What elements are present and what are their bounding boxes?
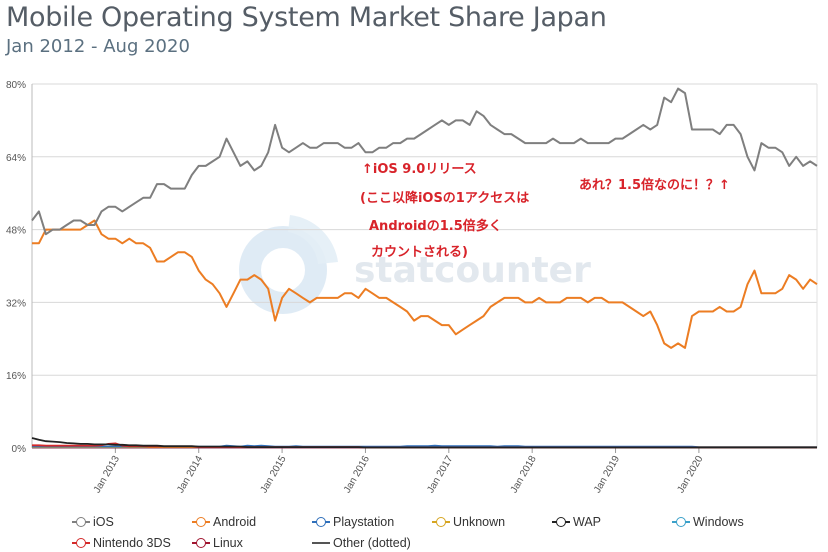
legend-marker-icon: [432, 513, 450, 531]
chart-annotations: ↑iOS 9.0リリース (ここ以降iOSの1アクセスは Androidの1.5倍多…: [360, 162, 730, 260]
legend-label: WAP: [573, 515, 602, 529]
legend-label: Other (dotted): [333, 536, 411, 550]
annotation-1-5x-note: あれ？1.5倍なのに！？↑: [579, 177, 730, 193]
annotation-ios9-line: ↑iOS 9.0リリース: [362, 162, 477, 177]
watermark-logo-ring: [239, 226, 327, 314]
legend-item-windows[interactable]: Windows: [672, 513, 744, 531]
legend-marker-icon: [312, 534, 330, 552]
legend-marker-icon: [312, 513, 330, 531]
x-tick-label: Jan 2013: [92, 454, 122, 496]
legend-item-unknown[interactable]: Unknown: [432, 513, 505, 531]
series-line-wap: [31, 437, 817, 449]
chart-title: Mobile Operating System Market Share Jap…: [6, 2, 607, 33]
y-tick-label: 32%: [6, 298, 26, 309]
line-chart: statcounter 0%16%32%48%64%80% Jan 2013 Ja…: [6, 80, 818, 495]
legend-item-linux[interactable]: Linux: [192, 534, 243, 552]
chart-legend: iOS Android Playstation Unknown WAP Windows Ni…: [0, 510, 828, 552]
legend-marker-icon: [72, 513, 90, 531]
legend-label: iOS: [93, 515, 114, 529]
legend-marker-icon: [672, 513, 690, 531]
chart-subtitle: Jan 2012 - Aug 2020: [6, 36, 190, 57]
legend-marker-icon: [552, 513, 570, 531]
legend-label: Windows: [693, 515, 744, 529]
x-tick-label: Jan 2020: [675, 454, 705, 496]
legend-marker-icon: [192, 513, 210, 531]
x-tick-label: Jan 2014: [175, 454, 205, 496]
legend-label: Unknown: [453, 515, 506, 529]
y-tick-label: 16%: [6, 371, 26, 382]
y-axis-ticks: 0% 16% 32% 48% 64% 80%: [6, 80, 26, 455]
legend-item-other-dotted[interactable]: Other (dotted): [312, 534, 411, 552]
series-line-android: [32, 219, 818, 349]
legend-label: Android: [213, 515, 257, 529]
annotation-ios9-line: (ここ以降iOSの1アクセスは: [360, 190, 529, 206]
annotation-ios9-line: Androidの1.5倍多く: [369, 218, 502, 234]
y-tick-label: 80%: [6, 80, 26, 91]
series-line-ios: [31, 87, 818, 236]
x-axis-ticks: Jan 2013 Jan 2014 Jan 2015 Jan 2016 Jan 2017…: [92, 448, 706, 495]
watermark-text: statcounter: [354, 250, 591, 291]
watermark-logo-arc: [288, 215, 338, 264]
annotation-ios9-line: カウントされる): [371, 245, 468, 260]
x-tick-label: Jan 2019: [592, 454, 622, 496]
legend-item-ios[interactable]: iOS: [72, 513, 114, 531]
x-tick-label: Jan 2015: [259, 454, 289, 496]
legend-marker-icon: [72, 534, 90, 552]
legend-label: Playstation: [333, 515, 395, 529]
x-tick-label: Jan 2017: [425, 454, 455, 496]
statcounter-watermark: statcounter: [239, 215, 591, 314]
legend-item-nintendo-3ds[interactable]: Nintendo 3DS: [72, 534, 171, 552]
legend-label: Nintendo 3DS: [93, 536, 171, 550]
y-tick-label: 48%: [6, 226, 26, 237]
legend-item-wap[interactable]: WAP: [552, 513, 601, 531]
chart-series: [31, 87, 818, 449]
legend-item-android[interactable]: Android: [192, 513, 256, 531]
x-tick-label: Jan 2016: [342, 454, 372, 496]
legend-label: Linux: [213, 536, 243, 550]
y-tick-label: 64%: [6, 153, 26, 164]
x-tick-label: Jan 2018: [509, 454, 539, 496]
legend-marker-icon: [192, 534, 210, 552]
legend-item-playstation[interactable]: Playstation: [312, 513, 394, 531]
y-tick-label: 0%: [12, 444, 27, 455]
